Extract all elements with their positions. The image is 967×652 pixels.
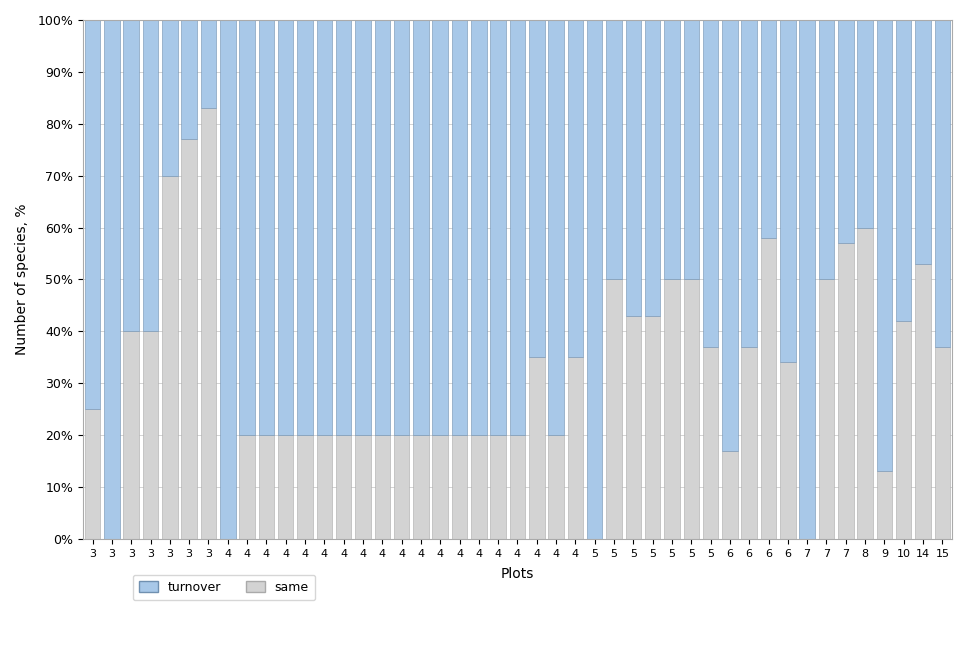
X-axis label: Plots: Plots — [501, 567, 534, 581]
Bar — [162, 20, 178, 175]
Bar — [432, 20, 448, 435]
Bar — [935, 347, 950, 539]
Bar — [394, 20, 409, 435]
Bar — [780, 363, 796, 539]
Bar — [780, 20, 796, 363]
Bar — [355, 20, 370, 435]
Bar — [316, 20, 332, 435]
Bar — [374, 435, 390, 539]
Bar — [684, 20, 699, 280]
Bar — [664, 280, 680, 539]
Bar — [355, 435, 370, 539]
Bar — [240, 20, 255, 435]
Bar — [877, 20, 893, 471]
Bar — [143, 20, 159, 331]
Bar — [703, 347, 718, 539]
Bar — [684, 280, 699, 539]
Bar — [742, 347, 757, 539]
Bar — [297, 435, 312, 539]
Bar — [182, 140, 197, 539]
Bar — [278, 435, 293, 539]
Bar — [703, 20, 718, 347]
Bar — [85, 20, 101, 409]
Bar — [394, 435, 409, 539]
Bar — [490, 435, 506, 539]
Bar — [124, 331, 139, 539]
Bar — [278, 20, 293, 435]
Bar — [548, 20, 564, 435]
Bar — [664, 20, 680, 280]
Bar — [297, 20, 312, 435]
Bar — [316, 435, 332, 539]
Bar — [220, 20, 236, 539]
Bar — [529, 357, 544, 539]
Bar — [124, 20, 139, 331]
Bar — [896, 321, 912, 539]
Bar — [510, 20, 525, 435]
Bar — [374, 20, 390, 435]
Bar — [838, 20, 854, 243]
Bar — [259, 435, 274, 539]
Bar — [858, 20, 873, 228]
Bar — [838, 243, 854, 539]
Bar — [471, 435, 486, 539]
Bar — [761, 238, 777, 539]
Bar — [201, 20, 217, 108]
Bar — [858, 228, 873, 539]
Bar — [490, 20, 506, 435]
Bar — [877, 471, 893, 539]
Bar — [471, 20, 486, 435]
Bar — [201, 108, 217, 539]
Y-axis label: Number of species, %: Number of species, % — [15, 203, 29, 355]
Bar — [722, 20, 738, 451]
Bar — [626, 316, 641, 539]
Legend: turnover, same: turnover, same — [132, 574, 315, 600]
Bar — [259, 20, 274, 435]
Bar — [85, 409, 101, 539]
Bar — [606, 280, 622, 539]
Bar — [587, 20, 602, 539]
Bar — [761, 20, 777, 238]
Bar — [568, 20, 583, 357]
Bar — [413, 435, 428, 539]
Bar — [182, 20, 197, 140]
Bar — [413, 20, 428, 435]
Bar — [916, 20, 931, 264]
Bar — [529, 20, 544, 357]
Bar — [162, 175, 178, 539]
Bar — [143, 331, 159, 539]
Bar — [722, 451, 738, 539]
Bar — [452, 20, 467, 435]
Bar — [548, 435, 564, 539]
Bar — [104, 20, 120, 539]
Bar — [432, 435, 448, 539]
Bar — [896, 20, 912, 321]
Bar — [336, 20, 351, 435]
Bar — [645, 316, 660, 539]
Bar — [800, 20, 815, 539]
Bar — [240, 435, 255, 539]
Bar — [819, 280, 835, 539]
Bar — [606, 20, 622, 280]
Bar — [626, 20, 641, 316]
Bar — [452, 435, 467, 539]
Bar — [819, 20, 835, 280]
Bar — [916, 264, 931, 539]
Bar — [935, 20, 950, 347]
Bar — [568, 357, 583, 539]
Bar — [645, 20, 660, 316]
Bar — [510, 435, 525, 539]
Bar — [336, 435, 351, 539]
Bar — [742, 20, 757, 347]
